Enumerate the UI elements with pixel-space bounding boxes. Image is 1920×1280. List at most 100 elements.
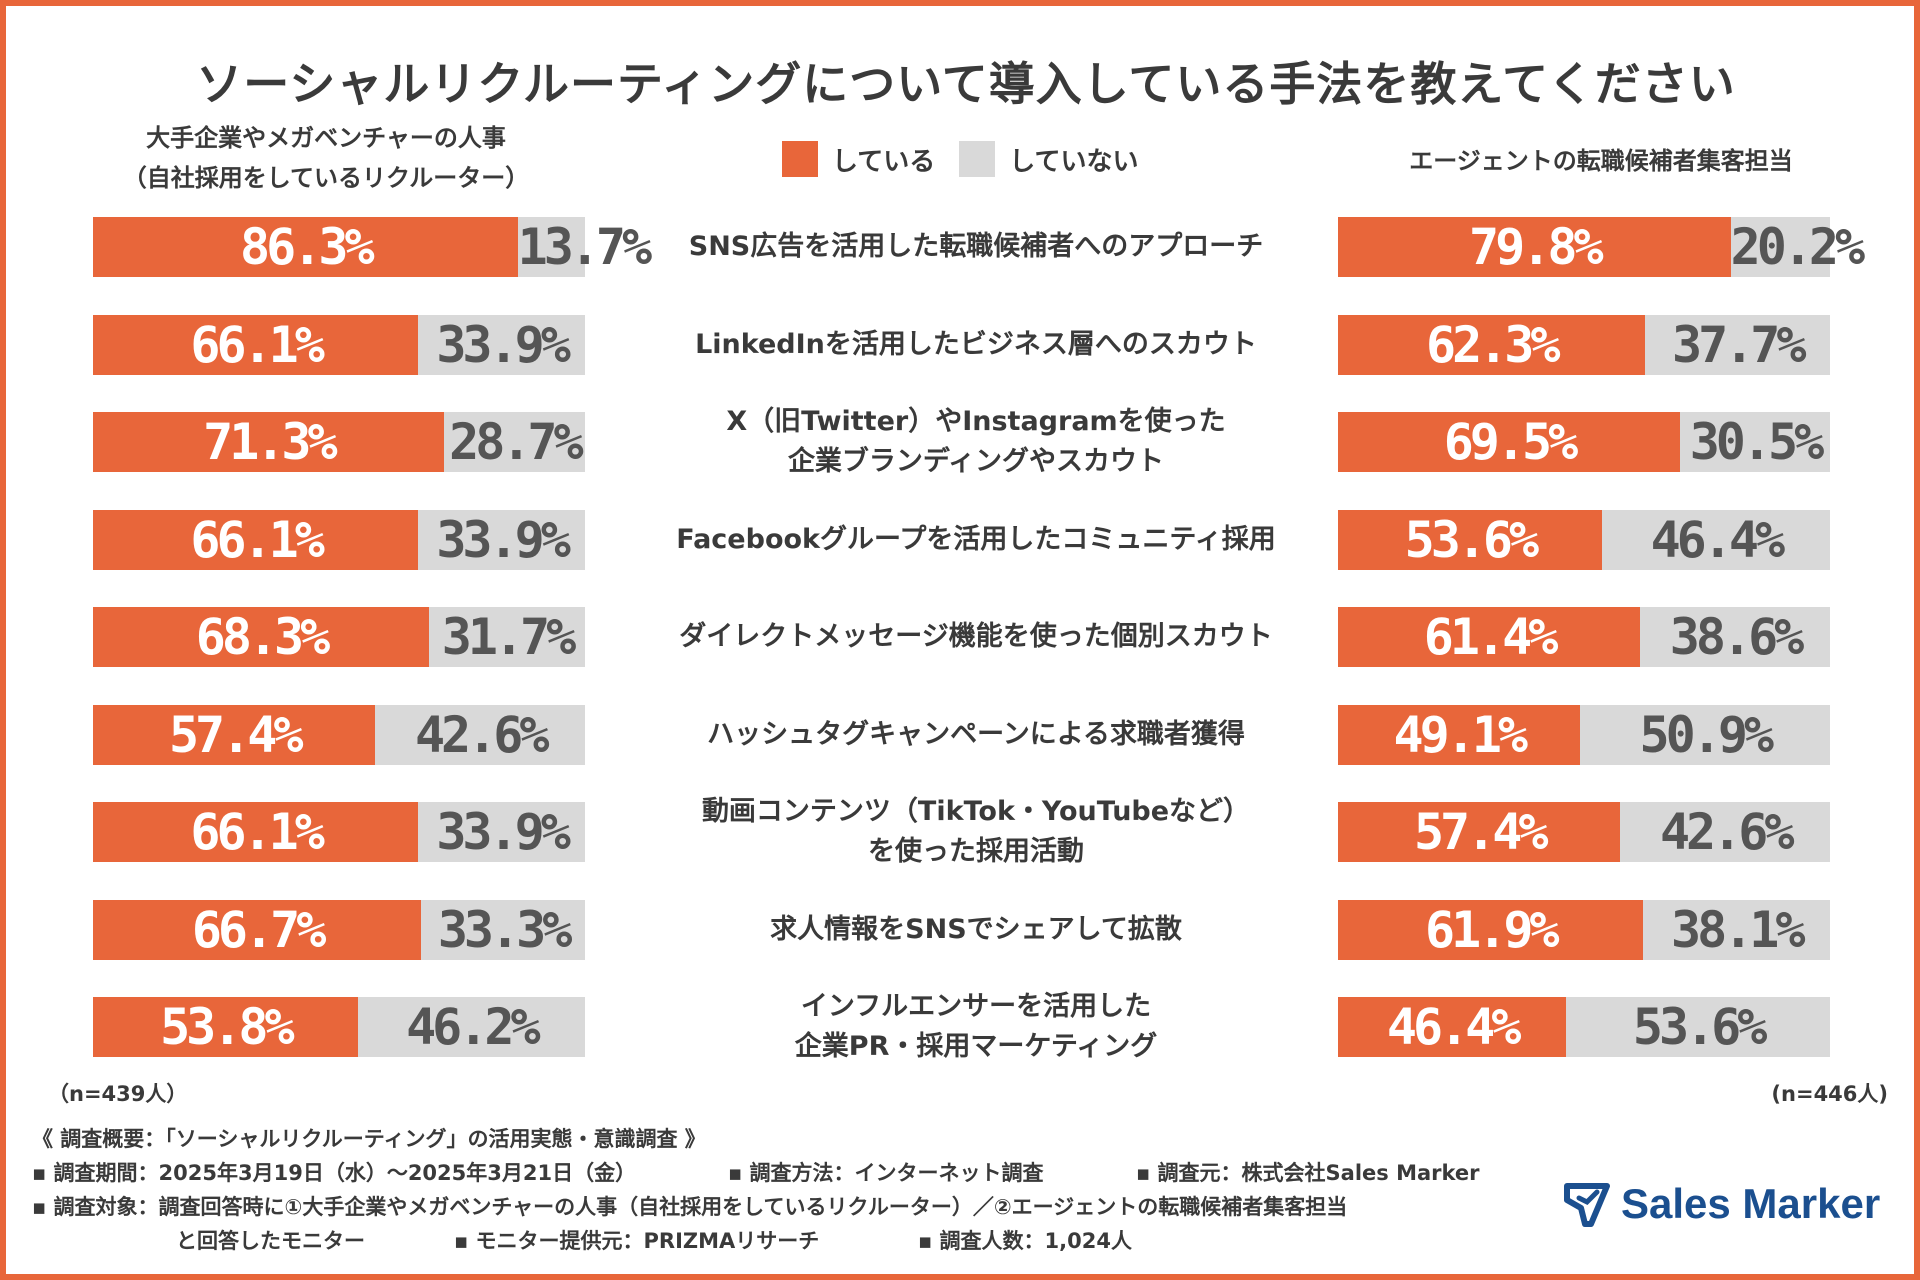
right-group-title: エージェントの転職候補者集客担当 — [1409, 147, 1793, 175]
right-value-label-doing: 49.1% — [1393, 705, 1529, 764]
left-bar-not-doing — [418, 802, 585, 862]
notes-target: ▪ 調査対象：調査回答時に①大手企業やメガベンチャーの人事（自社採用をしているリ… — [32, 1195, 1348, 1219]
left-value-label-not-doing: 42.6% — [414, 705, 550, 764]
left-sample-size: （n=439人） — [48, 1082, 188, 1106]
left-value-label-not-doing: 28.7% — [449, 413, 584, 471]
notes-count: ▪ 調査人数：1,024人 — [918, 1229, 1132, 1253]
left-group-title: 大手企業やメガベンチャーの人事 （自社採用をしているリクルーター） — [66, 118, 586, 198]
right-bar-not-doing — [1566, 997, 1830, 1057]
right-bar-doing — [1338, 704, 1580, 765]
category-label: ハッシュタグキャンペーンによる求職者獲得 — [646, 690, 1306, 780]
left-value-label-doing: 71.3% — [203, 413, 338, 471]
category-label-line1: インフルエンサーを活用した — [800, 991, 1152, 1022]
right-value-label-doing: 53.6% — [1404, 510, 1540, 569]
right-value-label-doing: 61.9% — [1425, 900, 1560, 959]
right-bar-doing — [1338, 997, 1567, 1057]
notes-source: ▪ 調査元：株式会社Sales Marker — [1136, 1161, 1480, 1185]
notes-target-continued: と回答したモニター — [176, 1229, 365, 1253]
right-bar-not-doing — [1620, 802, 1830, 862]
right-bar-not-doing — [1679, 412, 1830, 472]
notes-provider: ▪ モニター提供元：PRIZMAリサーチ — [454, 1229, 820, 1253]
right-bar-doing — [1338, 607, 1641, 667]
right-value-label-not-doing: 37.7% — [1671, 315, 1807, 374]
left-bar-not-doing — [418, 509, 585, 570]
left-bar-doing — [93, 704, 376, 765]
left-bar-not-doing — [418, 314, 585, 375]
category-label-line1: LinkedInを活用したビジネス層へのスカウト — [695, 328, 1257, 360]
right-value-label-doing: 79.8% — [1469, 218, 1604, 276]
right-value-label-not-doing: 38.6% — [1669, 608, 1805, 666]
category-label-line1: ハッシュタグキャンペーンによる求職者獲得 — [707, 718, 1245, 750]
left-value-label-not-doing: 33.9% — [436, 315, 571, 374]
right-bar-doing — [1338, 899, 1643, 960]
category-label: LinkedInを活用したビジネス層へのスカウト — [646, 300, 1306, 390]
right-value-label-not-doing: 50.9% — [1639, 705, 1775, 764]
sales-marker-logo-icon — [1564, 1183, 1610, 1227]
right-bar-not-doing — [1601, 509, 1830, 570]
legend-swatch-doing — [782, 141, 818, 177]
left-bar-doing — [93, 509, 419, 570]
left-value-label-not-doing: 33.3% — [437, 900, 573, 959]
right-value-label-doing: 46.4% — [1386, 998, 1522, 1056]
left-bar-doing — [93, 802, 419, 862]
left-bar-not-doing — [429, 607, 585, 667]
right-value-label-not-doing: 38.1% — [1671, 900, 1806, 959]
left-bar-doing — [93, 607, 430, 667]
notes-period: ▪ 調査期間：2025年3月19日（水）～2025年3月21日（金） — [32, 1161, 637, 1185]
right-value-label-doing: 62.3% — [1426, 315, 1561, 374]
left-value-label-doing: 66.7% — [191, 900, 327, 959]
sales-marker-logo: Sales Marker — [1561, 1178, 1880, 1230]
left-bar-not-doing — [375, 704, 585, 765]
right-value-label-doing: 69.5% — [1443, 413, 1579, 471]
notes-header: 《 調査概要：「ソーシャルリクルーティング」の活用実態・意識調査 》 — [32, 1127, 706, 1151]
left-bar-doing — [93, 997, 358, 1057]
chart-title: ソーシャルリクルーティングについて導入している手法を教えてください — [196, 57, 1736, 111]
category-label: 動画コンテンツ（TikTok・YouTubeなど） を使った採用活動 — [646, 787, 1306, 877]
category-label: Facebookグループを活用したコミュニティ採用 — [646, 495, 1306, 585]
left-bar-not-doing — [517, 217, 585, 277]
right-value-label-doing: 57.4% — [1413, 803, 1549, 861]
legend-label-doing: している — [832, 146, 936, 177]
left-value-label-not-doing: 46.2% — [406, 998, 541, 1056]
left-bar-not-doing — [443, 412, 585, 472]
right-bar-not-doing — [1644, 314, 1830, 375]
left-value-label-not-doing: 33.9% — [436, 803, 571, 861]
category-label-line1: 動画コンテンツ（TikTok・YouTubeなど） — [701, 796, 1251, 827]
left-value-label-doing: 66.1% — [190, 315, 325, 374]
left-bar-doing — [93, 412, 444, 472]
left-group-title-line1: 大手企業やメガベンチャーの人事 — [146, 124, 506, 152]
left-value-label-doing: 66.1% — [190, 510, 325, 569]
category-label: インフルエンサーを活用した 企業PR・採用マーケティング — [646, 982, 1306, 1072]
right-bar-doing — [1338, 509, 1602, 570]
left-bar-not-doing — [357, 997, 585, 1057]
category-label-line2: 企業ブランディングやスカウト — [787, 446, 1165, 477]
category-label: X（旧Twitter）やInstagramを使った 企業ブランディングやスカウト — [646, 397, 1306, 487]
right-value-label-not-doing: 30.5% — [1689, 413, 1825, 471]
category-label-line2: 企業PR・採用マーケティング — [794, 1031, 1158, 1062]
left-value-label-not-doing: 31.7% — [441, 608, 577, 666]
category-label: ダイレクトメッセージ機能を使った個別スカウト — [646, 592, 1306, 682]
right-sample-size: (n=446人) — [1771, 1082, 1888, 1106]
category-label-line1: SNS広告を活用した転職候補者へのアプローチ — [688, 231, 1264, 262]
right-value-label-not-doing: 42.6% — [1659, 803, 1795, 861]
category-label-line1: 求人情報をSNSでシェアして拡散 — [770, 913, 1182, 945]
left-value-label-doing: 53.8% — [160, 998, 295, 1056]
left-value-label-doing: 86.3% — [240, 218, 375, 276]
left-value-label-doing: 57.4% — [168, 705, 304, 764]
legend-swatch-not-doing — [959, 141, 996, 177]
left-value-label-doing: 68.3% — [195, 608, 331, 666]
left-bar-doing — [93, 217, 518, 277]
left-value-label-doing: 66.1% — [190, 803, 325, 861]
category-label-line2: を使った採用活動 — [868, 836, 1084, 867]
left-group-title-line2: （自社採用をしているリクルーター） — [122, 164, 530, 192]
category-label-line1: ダイレクトメッセージ機能を使った個別スカウト — [679, 621, 1273, 652]
right-bar-not-doing — [1642, 899, 1830, 960]
right-value-label-not-doing: 46.4% — [1650, 510, 1786, 569]
right-bar-not-doing — [1579, 704, 1830, 765]
right-bar-doing — [1338, 412, 1680, 472]
category-label-line1: X（旧Twitter）やInstagramを使った — [726, 406, 1226, 437]
category-label: 求人情報をSNSでシェアして拡散 — [646, 885, 1306, 975]
category-label-line1: Facebookグループを活用したコミュニティ採用 — [676, 523, 1276, 555]
left-value-label-not-doing: 33.9% — [436, 510, 571, 569]
